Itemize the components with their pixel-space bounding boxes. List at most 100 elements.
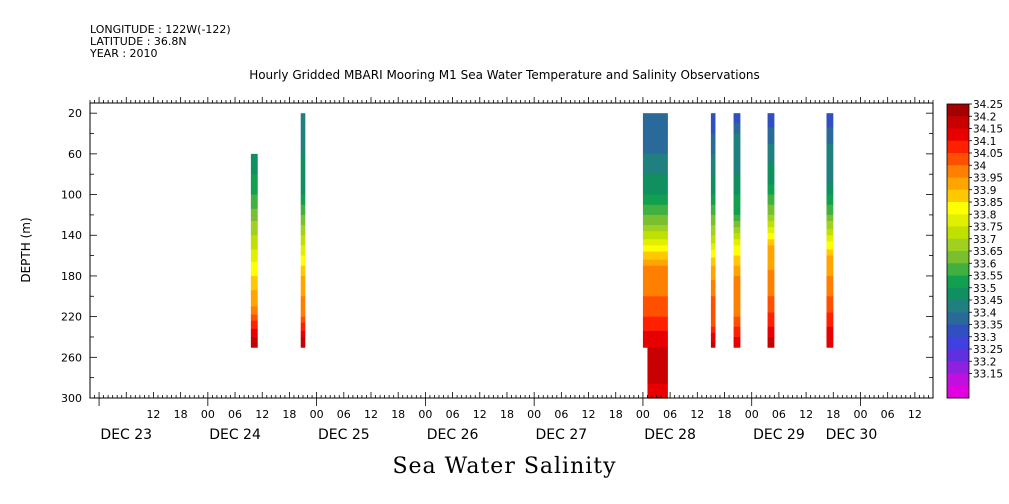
salinity-cell xyxy=(642,280,668,283)
salinity-cell xyxy=(710,143,716,147)
salinity-cell xyxy=(300,275,306,279)
salinity-cell xyxy=(733,119,741,122)
salinity-cell xyxy=(300,149,306,153)
salinity-cell xyxy=(300,320,306,324)
salinity-cell xyxy=(642,162,668,165)
salinity-cell xyxy=(710,194,716,198)
salinity-cell xyxy=(300,312,306,316)
salinity-cell xyxy=(642,121,668,124)
salinity-cell xyxy=(826,339,834,342)
salinity-cell xyxy=(710,235,716,238)
salinity-cell xyxy=(733,137,741,141)
salinity-cell xyxy=(710,247,716,251)
salinity-cell xyxy=(767,269,775,273)
salinity-cell xyxy=(767,216,775,220)
salinity-cell xyxy=(300,151,306,155)
salinity-cell xyxy=(767,196,775,200)
salinity-cell xyxy=(642,330,668,334)
y-tick-label: 260 xyxy=(61,351,82,364)
colorbar-label: 33.6 xyxy=(973,258,997,270)
salinity-cell xyxy=(733,233,741,236)
salinity-cell xyxy=(642,143,668,147)
day-label: DEC 27 xyxy=(536,427,588,443)
salinity-cell xyxy=(733,223,741,226)
salinity-cell xyxy=(826,147,834,151)
salinity-cell xyxy=(826,143,834,147)
salinity-cell xyxy=(710,304,716,308)
salinity-cell xyxy=(733,284,741,287)
salinity-cell xyxy=(767,125,775,129)
salinity-cell xyxy=(767,334,775,338)
salinity-cell xyxy=(826,235,834,238)
salinity-cell xyxy=(250,237,258,240)
salinity-cell xyxy=(300,282,306,285)
salinity-cell xyxy=(826,168,834,171)
salinity-cell xyxy=(767,247,775,251)
salinity-cell xyxy=(733,202,741,206)
salinity-cell xyxy=(642,192,668,196)
salinity-cell xyxy=(300,233,306,236)
x-tick-label: 12 xyxy=(364,408,378,421)
salinity-cell xyxy=(767,237,775,240)
salinity-cell xyxy=(710,200,716,204)
salinity-cell xyxy=(826,212,834,216)
salinity-cell xyxy=(767,275,775,279)
salinity-cell xyxy=(300,326,306,330)
salinity-cell xyxy=(767,225,775,228)
salinity-cell xyxy=(826,196,834,200)
salinity-cell xyxy=(710,131,716,135)
salinity-cell xyxy=(642,235,668,238)
salinity-cell xyxy=(250,314,258,318)
salinity-cell xyxy=(250,206,258,210)
salinity-cell xyxy=(642,251,668,255)
colorbar-swatch xyxy=(947,189,969,203)
colorbar-label: 33.3 xyxy=(973,332,996,344)
salinity-cell xyxy=(642,237,668,240)
salinity-cell xyxy=(767,133,775,137)
salinity-cell xyxy=(733,345,741,348)
salinity-cell xyxy=(642,290,668,293)
salinity-cell xyxy=(767,121,775,124)
salinity-cell xyxy=(733,164,741,167)
salinity-cell xyxy=(250,249,258,253)
salinity-cell xyxy=(642,127,668,131)
x-tick-label: 06 xyxy=(881,408,895,421)
salinity-cell xyxy=(826,334,834,338)
salinity-cell xyxy=(826,121,834,124)
salinity-cell xyxy=(300,267,306,271)
salinity-cell xyxy=(733,330,741,334)
salinity-cell xyxy=(300,345,306,348)
colorbar-label: 33.15 xyxy=(973,369,1003,381)
salinity-cell xyxy=(642,233,668,236)
salinity-cell xyxy=(767,212,775,216)
salinity-cell xyxy=(300,251,306,255)
salinity-cell xyxy=(826,151,834,155)
salinity-cell xyxy=(710,223,716,226)
salinity-cell xyxy=(733,308,741,312)
y-tick-label: 100 xyxy=(61,189,82,202)
salinity-cell xyxy=(300,330,306,334)
salinity-cell xyxy=(733,255,741,259)
salinity-cell xyxy=(767,314,775,318)
salinity-cell xyxy=(250,218,258,222)
salinity-cell xyxy=(826,273,834,277)
salinity-cell xyxy=(710,149,716,153)
longitude-label: LONGITUDE : 122W(-122) xyxy=(90,23,231,36)
salinity-cell xyxy=(710,180,716,183)
colorbar-label: 33.2 xyxy=(973,356,996,368)
salinity-cell xyxy=(710,117,716,120)
salinity-cell xyxy=(642,314,668,318)
salinity-cell xyxy=(733,214,741,218)
salinity-cell xyxy=(642,131,668,135)
salinity-cell xyxy=(733,198,741,202)
salinity-cell xyxy=(300,192,306,196)
salinity-cell xyxy=(250,275,258,279)
salinity-cell xyxy=(733,280,741,283)
salinity-cell xyxy=(250,172,258,175)
salinity-cell xyxy=(642,275,668,279)
x-tick-label: 12 xyxy=(690,408,704,421)
salinity-cell xyxy=(710,294,716,297)
salinity-cell xyxy=(710,139,716,143)
salinity-cell xyxy=(710,290,716,293)
salinity-cell xyxy=(642,135,668,139)
